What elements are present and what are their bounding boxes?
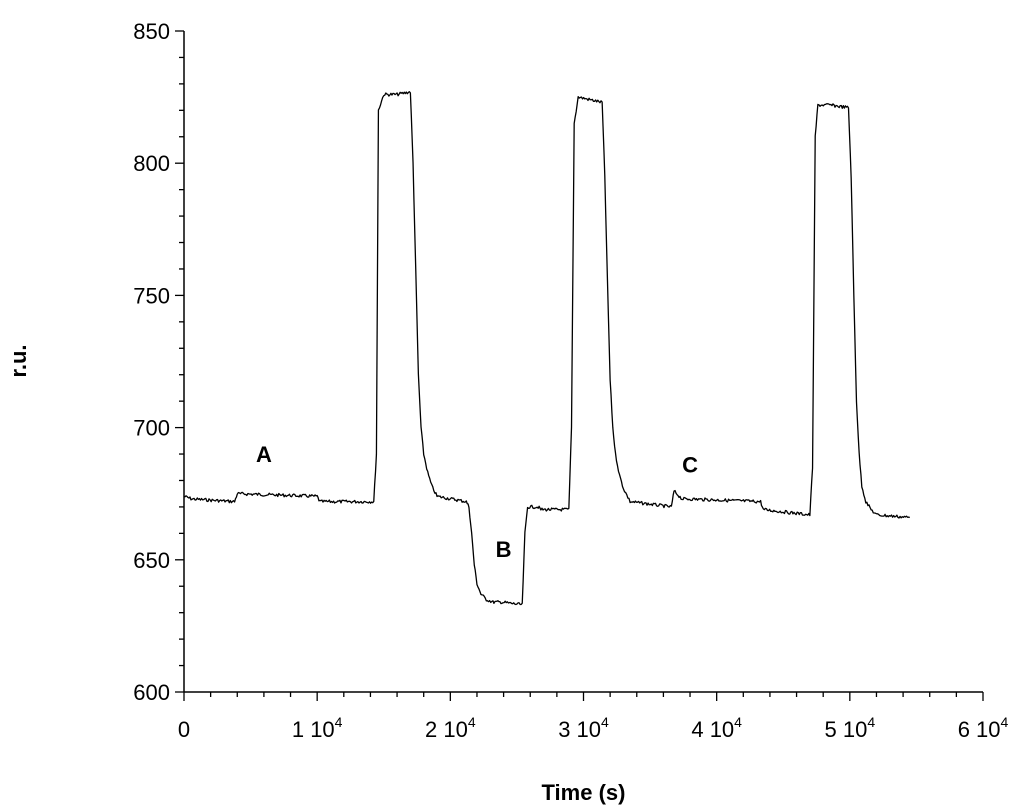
y-tick-label: 800 — [133, 151, 170, 176]
annotation-label: C — [682, 453, 698, 478]
y-tick-label: 700 — [133, 416, 170, 441]
annotation-label: B — [496, 537, 512, 562]
x-axis-title: Time (s) — [542, 780, 626, 805]
series-line — [183, 91, 910, 606]
y-axis-title: r.u. — [6, 344, 31, 377]
x-tick-label: 2 104 — [425, 714, 476, 742]
y-tick-label: 750 — [133, 283, 170, 308]
x-tick-label: 0 — [178, 717, 190, 742]
x-tick-label: 5 104 — [825, 714, 876, 742]
x-tick-label: 3 104 — [558, 714, 609, 742]
x-tick-label: 4 104 — [691, 714, 742, 742]
annotation-label: A — [256, 442, 272, 467]
x-tick-label: 1 104 — [292, 714, 343, 742]
axes — [183, 31, 983, 693]
tick-labels: 600 650 700 750 800 850 0 1 104 2 104 3 104 4 104 5… — [133, 19, 1008, 742]
y-tick-label: 600 — [133, 680, 170, 705]
y-tick-label: 650 — [133, 548, 170, 573]
y-tick-label: 850 — [133, 19, 170, 44]
ticks — [175, 30, 984, 701]
x-tick-label: 6 104 — [958, 714, 1009, 742]
annotations: A B C — [256, 442, 698, 562]
